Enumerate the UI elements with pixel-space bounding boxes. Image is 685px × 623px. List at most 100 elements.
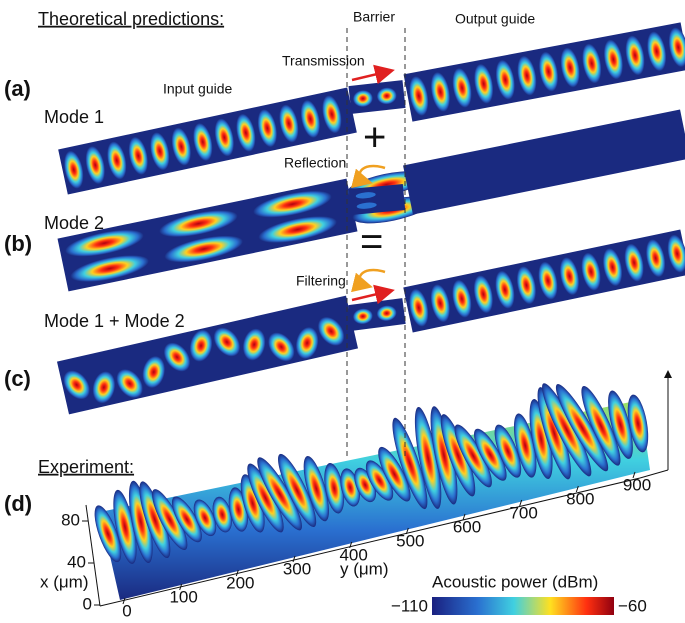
y-tick-label: 500 <box>396 531 424 550</box>
mode-lobe <box>92 371 116 404</box>
annotation: Output guide <box>455 11 535 27</box>
mode-lobe <box>236 113 256 152</box>
mode-lobe <box>355 192 376 199</box>
y-tick-label: 300 <box>283 559 311 578</box>
annotation: Filtering <box>296 273 346 289</box>
mode-lobe <box>474 63 494 104</box>
waveguide <box>403 109 685 215</box>
surface-lobe <box>513 413 537 478</box>
surface-lobe <box>240 474 265 533</box>
surface-lobe <box>378 446 411 502</box>
mode-lobe <box>300 99 321 138</box>
y-tick-label: 600 <box>453 517 481 536</box>
y-tick-label: 200 <box>226 573 254 592</box>
panel-label: (d) <box>4 491 32 516</box>
mode-lobe <box>430 72 451 112</box>
axis-line <box>99 477 641 607</box>
mode-lobe <box>517 55 537 96</box>
operator: + <box>363 116 386 160</box>
mode-lobe <box>352 90 373 107</box>
surface-lobe <box>474 428 507 481</box>
tick-mark <box>122 597 126 605</box>
arrow <box>351 164 386 189</box>
mode-lobe <box>258 216 337 243</box>
arrow <box>351 284 395 305</box>
surface-lobe <box>414 406 442 509</box>
mode-lobe <box>560 47 580 88</box>
surface-plot <box>94 383 650 600</box>
mode-lobe <box>645 239 666 278</box>
tick-mark <box>575 485 579 493</box>
mode-lobe <box>63 370 90 400</box>
mode-lobe <box>65 229 144 257</box>
surface-lobe <box>94 505 122 563</box>
x-tick-label: 80 <box>61 510 80 529</box>
y-tick-label: 100 <box>169 587 197 606</box>
mode-lobe <box>193 123 213 161</box>
mode-lobe <box>409 76 429 116</box>
surface-lobe <box>278 453 317 528</box>
mode-lobe <box>559 257 580 296</box>
mode-lobe <box>376 87 397 105</box>
panel-label: (b) <box>4 231 32 256</box>
operator: = <box>360 220 383 264</box>
axis-line <box>85 504 101 607</box>
mode-lobe <box>495 270 515 309</box>
mode-label: Mode 2 <box>44 213 104 233</box>
tick-mark <box>462 513 466 521</box>
tick-mark <box>292 555 296 563</box>
mode-lobe <box>495 59 515 100</box>
x-tick-label: 40 <box>67 552 86 571</box>
arrow <box>351 64 395 85</box>
mode-lobe <box>163 342 191 372</box>
mode-lobe <box>242 328 266 361</box>
mode-lobe <box>582 43 602 84</box>
tick-mark <box>405 527 409 535</box>
surface-lobe <box>257 457 302 531</box>
mode-lobe <box>171 127 191 166</box>
mode-lobe <box>128 136 148 175</box>
y-tick-label: 700 <box>509 503 537 522</box>
ticks: 0 100 200 300 400 500 600 700 800 900 0 40 80 <box>61 471 651 620</box>
mode-lobe <box>473 275 494 314</box>
mode-lobe <box>452 67 472 108</box>
mode-lobe <box>116 369 143 399</box>
mode-lobe <box>625 35 645 76</box>
mode-lobe <box>668 27 685 68</box>
surface-lobe <box>430 406 458 505</box>
mode-lobe <box>647 31 667 72</box>
mode-lobe <box>85 146 105 185</box>
mode-lobe <box>376 305 397 322</box>
y-tick-label: 400 <box>339 545 367 564</box>
waveguide <box>58 87 357 195</box>
mode-lobe <box>352 308 373 325</box>
surface-lobe <box>113 489 137 564</box>
waveguide <box>403 229 685 333</box>
surface-lobe <box>542 383 592 477</box>
tick-mark <box>179 583 183 591</box>
surface-lobe <box>494 424 522 478</box>
colorbar-label: −60 <box>618 596 647 615</box>
mode-lobe <box>213 327 241 357</box>
guide-body <box>403 109 685 215</box>
mode-lobe <box>142 356 165 389</box>
y-tick-label: 800 <box>566 489 594 508</box>
waveguide <box>348 184 406 215</box>
surface-lobe <box>324 462 345 514</box>
mode-lobe <box>409 288 429 327</box>
colorbar <box>432 597 614 615</box>
colorbar-title: Acoustic power (dBm) <box>432 572 598 591</box>
section-title: Theoretical predictions: <box>38 9 224 29</box>
mode-lobe <box>214 118 235 157</box>
surface-lobe <box>555 384 609 472</box>
tick-mark <box>632 471 636 479</box>
surface-lobe <box>440 414 476 497</box>
annotation: Reflection <box>284 155 346 171</box>
surface-lobe <box>152 489 188 551</box>
surface-lobe <box>581 385 621 466</box>
guide-body <box>348 184 406 215</box>
mode-lobe <box>107 141 127 180</box>
section-title: Experiment: <box>38 457 134 477</box>
mode-lobe <box>279 104 299 143</box>
axis-line <box>639 469 669 479</box>
